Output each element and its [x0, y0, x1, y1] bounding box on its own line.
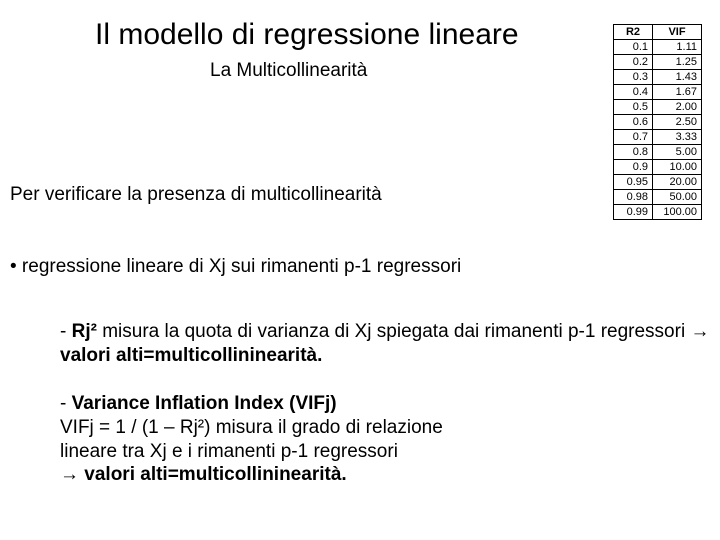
text: -	[60, 393, 72, 414]
table-row: 0.62.50	[614, 115, 702, 130]
text-bold: valori alti=multicollininearità.	[60, 345, 322, 366]
table-row: 0.910.00	[614, 160, 702, 175]
table-cell: 0.9	[614, 160, 653, 175]
table-row: 0.9520.00	[614, 175, 702, 190]
table-cell: 1.43	[653, 70, 702, 85]
page-subtitle: La Multicollinearità	[210, 60, 367, 82]
table-cell: 0.2	[614, 55, 653, 70]
table-row: 0.31.43	[614, 70, 702, 85]
col-header-r2: R2	[614, 25, 653, 40]
table-cell: 10.00	[653, 160, 702, 175]
table-header-row: R2 VIF	[614, 25, 702, 40]
table-cell: 0.3	[614, 70, 653, 85]
table-cell: 2.00	[653, 100, 702, 115]
table-cell: 0.95	[614, 175, 653, 190]
table-cell: 0.8	[614, 145, 653, 160]
table-cell: 100.00	[653, 205, 702, 220]
table-cell: 0.7	[614, 130, 653, 145]
vif-table: R2 VIF 0.11.110.21.250.31.430.41.670.52.…	[613, 24, 702, 220]
text-bold: Rj²	[72, 321, 97, 342]
text: lineare tra Xj e i rimanenti p-1 regress…	[60, 441, 398, 462]
table-cell: 1.25	[653, 55, 702, 70]
table-cell: 5.00	[653, 145, 702, 160]
table-cell: 1.11	[653, 40, 702, 55]
table-row: 0.99100.00	[614, 205, 702, 220]
text-bold: Variance Inflation Index (VIFj)	[72, 393, 337, 414]
table-cell: 3.33	[653, 130, 702, 145]
arrow-icon: →	[60, 464, 79, 485]
paragraph-rj2: - Rj² misura la quota di varianza di Xj …	[60, 320, 710, 368]
text: VIFj = 1 / (1 – Rj²) misura il grado di …	[60, 417, 443, 438]
table-cell: 0.5	[614, 100, 653, 115]
col-header-vif: VIF	[653, 25, 702, 40]
page-title: Il modello di regressione lineare	[95, 18, 519, 52]
table-cell: 0.1	[614, 40, 653, 55]
table-cell: 2.50	[653, 115, 702, 130]
table-row: 0.21.25	[614, 55, 702, 70]
table-row: 0.52.00	[614, 100, 702, 115]
table-row: 0.41.67	[614, 85, 702, 100]
table-row: 0.85.00	[614, 145, 702, 160]
table-cell: 0.6	[614, 115, 653, 130]
table-row: 0.9850.00	[614, 190, 702, 205]
table-cell: 0.98	[614, 190, 653, 205]
text: misura la quota di varianza di Xj spiega…	[97, 321, 691, 342]
bullet-regressione: • regressione lineare di Xj sui rimanent…	[10, 256, 461, 278]
text-bold: valori alti=multicollininearità.	[79, 464, 347, 485]
table-row: 0.73.33	[614, 130, 702, 145]
text: -	[60, 321, 72, 342]
table-cell: 1.67	[653, 85, 702, 100]
table-cell: 0.99	[614, 205, 653, 220]
table-cell: 0.4	[614, 85, 653, 100]
table-cell: 20.00	[653, 175, 702, 190]
text-presenza: Per verificare la presenza di multicolli…	[10, 184, 382, 206]
arrow-icon: →	[690, 321, 709, 342]
paragraph-vif: - Variance Inflation Index (VIFj) VIFj =…	[60, 392, 710, 487]
table-row: 0.11.11	[614, 40, 702, 55]
table-cell: 50.00	[653, 190, 702, 205]
